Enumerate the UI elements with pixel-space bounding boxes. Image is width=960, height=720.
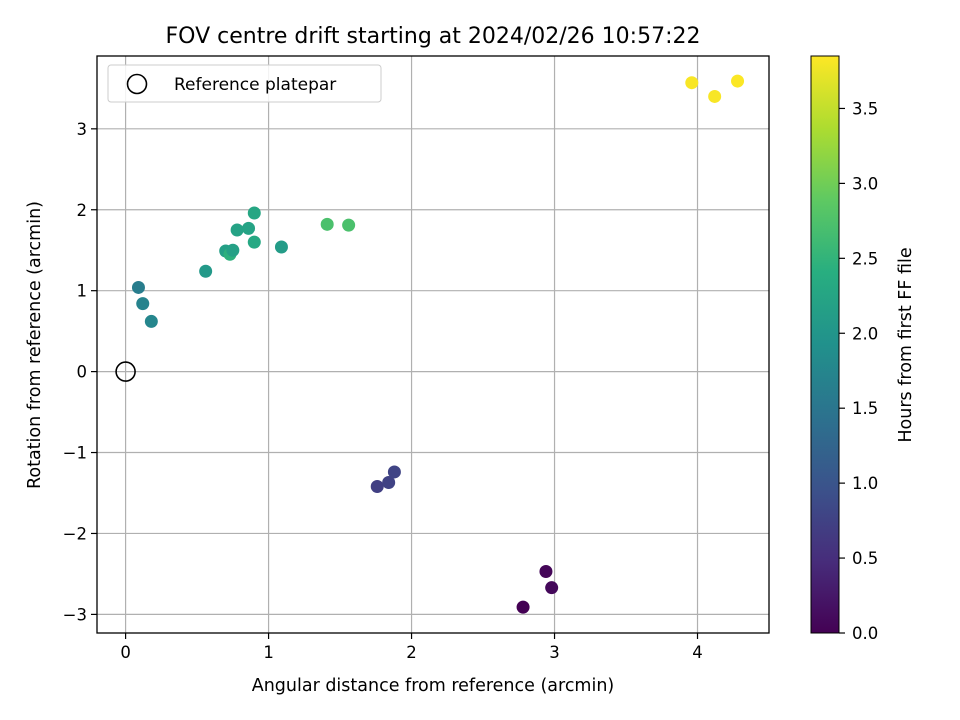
- scatter-point: [539, 564, 553, 578]
- colorbar-label: Hours from first FF file: [896, 247, 916, 442]
- scatter-point: [131, 280, 145, 294]
- legend-marker-icon: [126, 73, 148, 95]
- colorbar-tick-label: 3.0: [852, 174, 878, 193]
- grid: [97, 56, 769, 633]
- y-tick-label: 1: [77, 282, 88, 301]
- colorbar-gradient: [810, 55, 840, 634]
- scatter-point: [545, 581, 559, 595]
- scatter-point: [516, 600, 530, 614]
- y-tick-label: 2: [77, 201, 88, 220]
- plot-frame: [96, 55, 770, 634]
- colorbar-ticks: 0.0 0.5 1.0 1.5 2.0 2.5 3.0 3.5: [839, 99, 878, 643]
- x-axis-label: Angular distance from reference (arcmin): [252, 676, 615, 696]
- scatter-point: [247, 235, 261, 249]
- x-tick-label: 1: [263, 643, 274, 662]
- scatter-point: [387, 465, 401, 479]
- x-tick-label: 4: [692, 643, 703, 662]
- colorbar: 0.0 0.5 1.0 1.5 2.0 2.5 3.0 3.5 Hours from firs…: [810, 55, 916, 643]
- colorbar-tick-label: 2.5: [852, 249, 878, 268]
- colorbar-tick-label: 0.0: [852, 624, 878, 643]
- x-tick-label: 2: [406, 643, 417, 662]
- scatter-point: [342, 218, 356, 232]
- scatter-point: [230, 223, 244, 237]
- scatter-point: [685, 76, 699, 90]
- x-tick-label: 0: [120, 643, 131, 662]
- scatter-point: [274, 240, 288, 254]
- y-axis-label: Rotation from reference (arcmin): [25, 201, 45, 489]
- scatter-point: [144, 314, 158, 328]
- y-tick-label: 0: [77, 363, 88, 382]
- legend-box: [107, 64, 382, 103]
- scatter-point: [247, 206, 261, 220]
- x-tick-label: 3: [549, 643, 560, 662]
- scatter-point: [242, 221, 256, 235]
- y-tick-label: −2: [63, 524, 87, 543]
- colorbar-tick-label: 0.5: [852, 549, 878, 568]
- y-tick-label: −1: [63, 444, 87, 463]
- chart-title: FOV centre drift starting at 2024/02/26 …: [166, 24, 701, 49]
- scatter-point: [320, 217, 334, 231]
- colorbar-tick-label: 2.0: [852, 324, 878, 343]
- legend-entry-label: Reference platepar: [174, 75, 336, 95]
- y-tick-label: −3: [63, 605, 87, 624]
- colorbar-tick-label: 1.0: [852, 474, 878, 493]
- scatter-point: [382, 475, 396, 489]
- scatter-points: [131, 74, 745, 614]
- colorbar-tick-label: 1.5: [852, 399, 878, 418]
- colorbar-tick-label: 3.5: [852, 99, 878, 118]
- scatter-point: [199, 264, 213, 278]
- reference-platepar-marker: [115, 361, 136, 382]
- x-axis-ticks: 0 1 2 3 4: [120, 633, 703, 662]
- y-tick-label: 3: [77, 120, 88, 139]
- scatter-point: [370, 480, 384, 494]
- scatter-point: [226, 243, 240, 257]
- scatter-point: [136, 297, 150, 311]
- scatter-point: [731, 74, 745, 88]
- y-axis-ticks: −3 −2 −1 0 1 2 3: [63, 120, 97, 624]
- legend: Reference platepar: [107, 64, 382, 103]
- scatter-point: [708, 89, 722, 103]
